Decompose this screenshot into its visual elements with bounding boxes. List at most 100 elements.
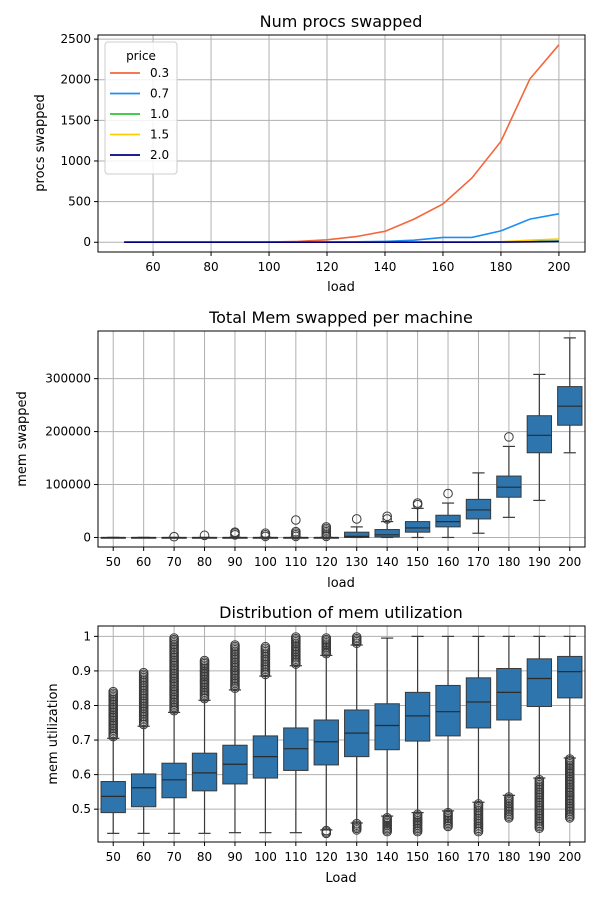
legend-label: 0.3 bbox=[150, 66, 169, 80]
box-190 bbox=[526, 373, 553, 502]
x-tick-label: 140 bbox=[376, 850, 399, 864]
x-tick-label: 80 bbox=[203, 260, 218, 274]
legend-label: 2.0 bbox=[150, 148, 169, 162]
iqr-box bbox=[465, 677, 492, 729]
outlier-point bbox=[504, 813, 514, 823]
outlier-point bbox=[199, 530, 210, 541]
series-line-0-3 bbox=[124, 44, 560, 243]
x-tick-label: 60 bbox=[145, 260, 160, 274]
x-tick-label: 190 bbox=[528, 850, 551, 864]
x-axis-label: Load bbox=[325, 871, 356, 886]
x-tick-label: 60 bbox=[136, 850, 151, 864]
y-tick-label: 500 bbox=[68, 195, 91, 209]
x-tick-label: 100 bbox=[254, 850, 277, 864]
y-tick-label: 100000 bbox=[45, 478, 91, 492]
y-tick-label: 300000 bbox=[45, 372, 91, 386]
box-150 bbox=[404, 635, 431, 837]
x-tick-label: 200 bbox=[558, 850, 581, 864]
box-120 bbox=[313, 633, 339, 839]
box-150 bbox=[404, 498, 431, 539]
x-tick-label: 90 bbox=[227, 850, 242, 864]
y-tick-label: 2000 bbox=[60, 73, 91, 87]
box-130 bbox=[344, 632, 370, 835]
iqr-box bbox=[465, 498, 492, 520]
x-tick-label: 120 bbox=[316, 260, 339, 274]
x-tick-label: 50 bbox=[106, 850, 121, 864]
box-140 bbox=[374, 511, 400, 539]
outlier-point bbox=[260, 528, 271, 539]
box-50 bbox=[100, 536, 126, 539]
x-tick-label: 170 bbox=[467, 850, 490, 864]
x-tick-label: 120 bbox=[315, 850, 338, 864]
x-tick-label: 200 bbox=[558, 555, 581, 569]
box-90 bbox=[222, 527, 248, 540]
legend-label: 1.0 bbox=[150, 107, 169, 121]
outlier-point bbox=[473, 826, 484, 837]
x-tick-label: 180 bbox=[497, 555, 520, 569]
y-axis-label: mem utilization bbox=[46, 683, 61, 784]
outlier-point bbox=[534, 823, 545, 833]
box-70 bbox=[161, 633, 187, 834]
box-200 bbox=[557, 635, 583, 823]
iqr-box bbox=[344, 531, 370, 538]
x-tick-label: 160 bbox=[432, 260, 455, 274]
y-tick-label: 1000 bbox=[60, 154, 91, 168]
plot-frame bbox=[97, 625, 586, 843]
box-180 bbox=[496, 432, 522, 518]
x-tick-label: 160 bbox=[437, 850, 460, 864]
iqr-box bbox=[526, 658, 553, 708]
mem-utilization-chart: Distribution of mem utilization 50 60 70 80… bbox=[46, 603, 586, 886]
x-tick-label: 140 bbox=[376, 555, 399, 569]
box-80 bbox=[191, 655, 218, 834]
x-tick-label: 180 bbox=[489, 260, 512, 274]
x-tick-label: 110 bbox=[284, 555, 307, 569]
x-tick-label: 200 bbox=[547, 260, 570, 274]
outlier-point bbox=[169, 531, 179, 542]
box-170 bbox=[465, 635, 492, 837]
box-60 bbox=[130, 536, 157, 539]
iqr-box bbox=[404, 691, 431, 742]
x-axis-label: load bbox=[327, 280, 355, 295]
outlier-point bbox=[230, 683, 240, 694]
iqr-box bbox=[435, 684, 461, 737]
box-100 bbox=[252, 641, 279, 834]
box-190 bbox=[526, 635, 553, 833]
x-tick-label: 170 bbox=[467, 555, 490, 569]
x-tick-label: 80 bbox=[197, 850, 212, 864]
box-50 bbox=[100, 686, 126, 834]
outlier-point bbox=[260, 669, 271, 680]
outlier-point bbox=[351, 825, 362, 835]
x-tick-label: 60 bbox=[136, 555, 151, 569]
iqr-box bbox=[496, 668, 522, 721]
outlier-point bbox=[230, 527, 240, 537]
outlier-point bbox=[321, 522, 332, 532]
outlier-point bbox=[199, 693, 210, 704]
x-tick-label: 100 bbox=[258, 260, 281, 274]
box-180 bbox=[496, 635, 522, 823]
iqr-box bbox=[191, 752, 218, 792]
outlier-point bbox=[351, 638, 362, 649]
iqr-box bbox=[313, 719, 339, 766]
x-tick-label: 110 bbox=[284, 850, 307, 864]
outlier-point bbox=[443, 821, 453, 832]
box-160 bbox=[435, 635, 461, 832]
box-80 bbox=[191, 530, 218, 541]
y-tick-label: 1500 bbox=[60, 113, 91, 127]
legend-title: price bbox=[126, 49, 156, 63]
iqr-box bbox=[404, 521, 431, 533]
box-200 bbox=[557, 337, 583, 454]
outlier-point bbox=[351, 514, 362, 524]
x-tick-label: 130 bbox=[345, 850, 368, 864]
box-100 bbox=[252, 528, 279, 542]
y-axis-label: procs swapped bbox=[33, 94, 48, 191]
y-tick-label: 0.7 bbox=[72, 733, 91, 747]
legend-label: 1.5 bbox=[150, 128, 169, 142]
x-tick-label: 140 bbox=[374, 260, 397, 274]
outlier-point bbox=[382, 514, 392, 524]
outlier-point bbox=[412, 498, 423, 508]
outlier-point bbox=[321, 648, 332, 659]
box-110 bbox=[283, 515, 309, 542]
chart-title: Distribution of mem utilization bbox=[219, 603, 463, 622]
mem-swapped-chart: Total Mem swapped per machine 50 60 70 80 90… bbox=[15, 308, 586, 591]
